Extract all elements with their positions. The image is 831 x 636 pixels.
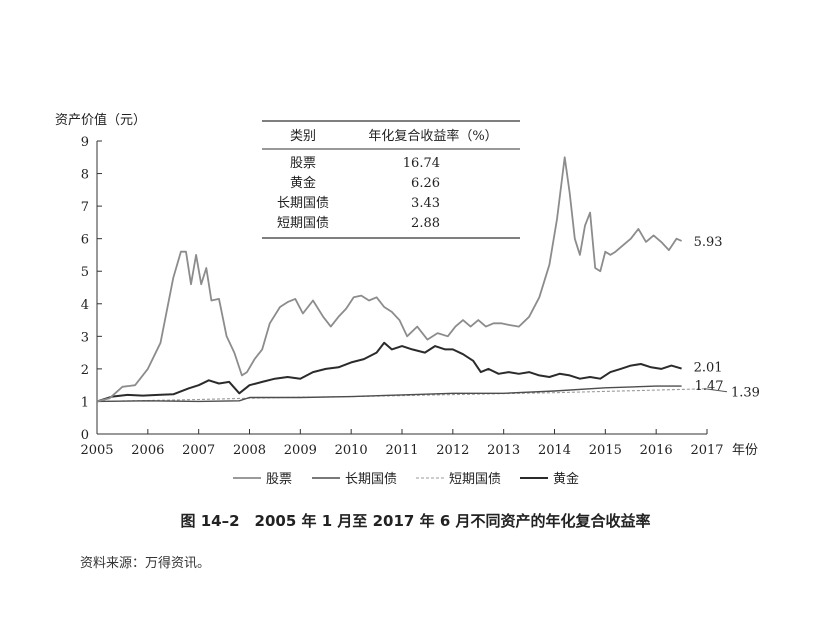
table-cell-value: 2.88 — [411, 216, 440, 231]
y-tick-label: 6 — [81, 233, 89, 248]
x-tick-label: 2015 — [589, 443, 622, 458]
legend-label: 长期国债 — [345, 472, 397, 487]
y-tick-label: 4 — [81, 298, 89, 313]
series-end-label: 5.93 — [694, 235, 723, 250]
data-source-note: 资料来源：万得资讯。 — [80, 556, 211, 571]
x-tick-label: 2016 — [640, 443, 673, 458]
y-tick-label: 7 — [81, 200, 89, 215]
x-tick-label: 2013 — [487, 443, 520, 458]
x-tick-label: 2017 — [690, 443, 723, 458]
figure-caption: 图 14–2 2005 年 1 月至 2017 年 6 月不同资产的年化复合收益… — [180, 512, 651, 530]
table-cell-category: 短期国债 — [277, 216, 329, 231]
y-tick-label: 2 — [81, 363, 89, 378]
table-cell-category: 黄金 — [290, 175, 316, 191]
y-tick-label: 9 — [81, 135, 89, 150]
table-header-label: 年化复合收益率（%） — [368, 128, 497, 144]
y-tick-label: 8 — [81, 168, 89, 183]
table-cell-value: 6.26 — [411, 176, 440, 191]
end-label-leader — [704, 388, 728, 393]
x-tick-label: 2009 — [284, 443, 317, 458]
series-end-label: 1.39 — [731, 386, 760, 401]
y-tick-label: 0 — [81, 428, 89, 443]
table-cell-value: 3.43 — [411, 196, 440, 211]
x-axis-title: 年份 — [732, 443, 758, 458]
series-line-0 — [96, 156, 682, 403]
series-line-1 — [96, 385, 682, 403]
line-chart: 0 1 2 3 4 5 6 7 8 9 2005 2006 2007 2008 2009 2010 2011 20… — [55, 112, 760, 487]
table-cell-category: 股票 — [290, 156, 316, 171]
y-tick-label: 3 — [81, 330, 89, 345]
table-cell-category: 长期国债 — [277, 196, 329, 211]
x-tick-label: 2012 — [436, 443, 469, 458]
y-tick-label: 1 — [81, 395, 89, 410]
x-tick-label: 2011 — [385, 443, 418, 458]
table-cell-value: 16.74 — [403, 156, 440, 171]
legend-label: 黄金 — [553, 471, 579, 487]
x-tick-label: 2014 — [538, 443, 571, 458]
x-tick-label: 2007 — [182, 443, 215, 458]
series-end-label: 2.01 — [694, 361, 723, 376]
x-tick-label: 2005 — [80, 443, 113, 458]
y-tick-label: 5 — [81, 265, 89, 280]
legend-label: 股票 — [266, 472, 292, 487]
table-header-label: 类别 — [290, 129, 316, 144]
x-tick-label: 2006 — [131, 443, 164, 458]
x-tick-label: 2008 — [233, 443, 266, 458]
x-tick-label: 2010 — [335, 443, 368, 458]
y-axis-title: 资产价值（元） — [55, 112, 146, 128]
series-line-3 — [96, 341, 682, 403]
legend-label: 短期国债 — [449, 472, 501, 487]
series-end-label: 1.47 — [695, 379, 724, 394]
